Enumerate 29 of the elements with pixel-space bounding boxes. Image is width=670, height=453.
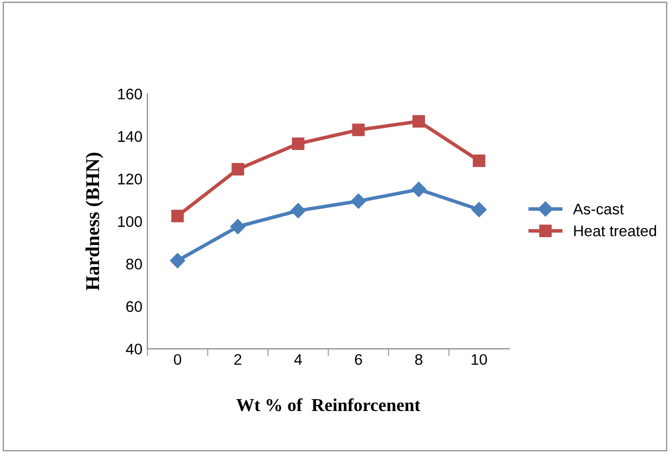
point — [350, 194, 366, 209]
y-tick-label: 80 — [126, 258, 142, 270]
x-tick-label: 6 — [354, 354, 362, 365]
x-axis-title: Wt % of Reinforcenent — [236, 398, 420, 412]
point — [171, 210, 184, 222]
point — [471, 202, 487, 218]
point — [412, 115, 425, 128]
point — [352, 124, 365, 136]
legend-label: Heat treated — [574, 225, 656, 236]
y-tick-label: 100 — [118, 216, 142, 227]
point — [232, 162, 244, 176]
y-tick-label: 60 — [126, 301, 142, 312]
y-tick-label: 40 — [126, 344, 142, 354]
x-tick-label: 4 — [294, 354, 302, 365]
point — [472, 154, 486, 167]
point — [290, 203, 306, 218]
x-tick-label: 0 — [174, 354, 182, 365]
x-tick-label: 8 — [415, 354, 422, 365]
point — [292, 137, 304, 150]
point — [170, 253, 186, 268]
x-tick-label: 10 — [472, 354, 487, 365]
y-tick-label: 140 — [118, 131, 142, 142]
y-axis-title: Hardness (BHN) — [86, 152, 104, 290]
point — [411, 182, 426, 197]
point — [230, 219, 246, 234]
legend-label: As-cast — [572, 204, 624, 214]
x-tick-label: 2 — [234, 354, 242, 365]
y-tick-label: 120 — [118, 174, 142, 184]
y-tick-label: 160 — [118, 88, 142, 100]
